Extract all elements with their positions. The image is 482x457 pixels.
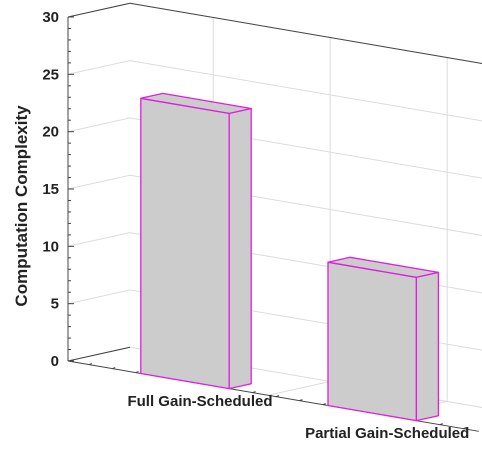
x-minor-tick [135, 371, 139, 374]
x-minor-tick [275, 395, 280, 398]
y-gridline [67, 174, 482, 236]
y-tick-label: 20 [42, 124, 59, 141]
depth-axis-line [67, 346, 131, 362]
bar-side-face [228, 107, 252, 390]
x-minor-tick [112, 367, 116, 370]
y-axis-label: Computation Complexity [12, 105, 31, 307]
bar-1 [140, 92, 252, 390]
y-gridline [67, 2, 482, 64]
back-top-edge-line [129, 2, 482, 64]
bars [140, 92, 440, 422]
x-minor-tick [463, 427, 467, 430]
x-minor-tick [299, 399, 303, 402]
y-tick-label: 10 [42, 238, 59, 255]
y-tick-label: 15 [42, 181, 59, 198]
y-tick-label: 5 [51, 296, 59, 313]
bar-front-face [140, 97, 230, 390]
y-tick-label: 25 [42, 66, 59, 83]
x-tick-label: Full Gain-Scheduled [127, 393, 272, 410]
x-tick-label: Partial Gain-Scheduled [305, 425, 469, 442]
top-edge-line [67, 2, 131, 18]
x-minor-tick [88, 363, 92, 366]
labels: 0 5 10 15 20 25 30 Full Gain-Scheduled Partial G… [42, 9, 469, 442]
y-gridline [67, 60, 482, 122]
y-gridline [67, 117, 482, 179]
x-minor-tick [322, 403, 326, 406]
x-minor-tick [439, 423, 443, 426]
bar-top-face [327, 256, 440, 278]
x-minor-tick [252, 391, 256, 394]
bar-side-face [415, 271, 440, 422]
bar-top-face [140, 92, 252, 115]
bar-front-face [327, 261, 418, 422]
bar-2 [327, 256, 440, 422]
y-tick-label: 0 [51, 353, 59, 370]
y-tick-label: 30 [42, 9, 59, 26]
x-gridline [268, 37, 331, 396]
